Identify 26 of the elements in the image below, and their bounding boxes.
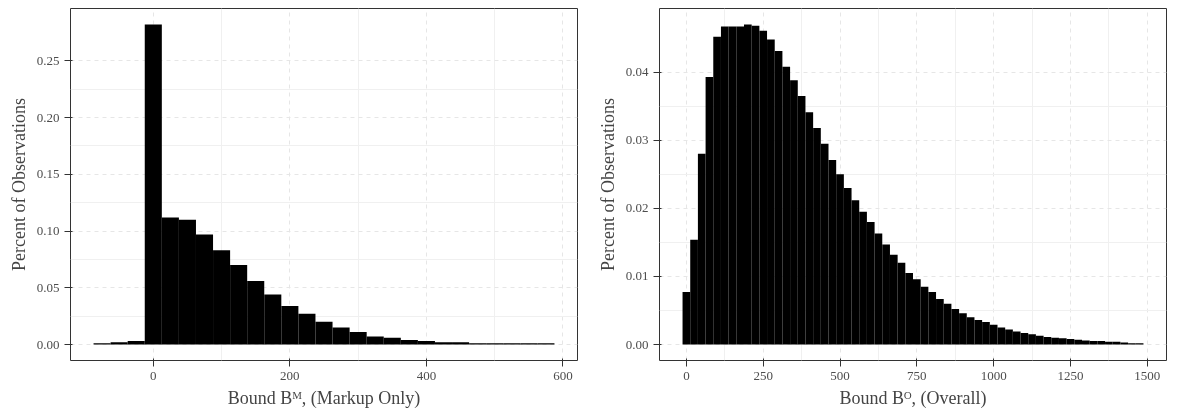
y-axis-title: Percent of Observations xyxy=(8,98,29,271)
x-tick-label: 750 xyxy=(907,367,927,383)
x-tick-label: 400 xyxy=(416,367,437,383)
x-tick-label: 1250 xyxy=(1057,367,1084,383)
y-tick-label: 0.10 xyxy=(36,223,60,239)
x-tick-label: 0 xyxy=(150,367,157,383)
x-tick-label: 1500 xyxy=(1134,367,1161,383)
y-tick-label: 0.00 xyxy=(625,336,649,352)
y-tick-label: 0.20 xyxy=(36,109,60,125)
x-tick-label: 1000 xyxy=(980,367,1007,383)
x-tick-label: 600 xyxy=(553,367,573,383)
y-tick-label: 0.04 xyxy=(625,64,649,80)
y-tick-label: 0.03 xyxy=(625,132,649,148)
y-tick-label: 0.25 xyxy=(36,52,60,68)
x-tick-label: 0 xyxy=(683,367,690,383)
y-tick-label: 0.15 xyxy=(36,166,60,182)
y-tick-label: 0.01 xyxy=(625,268,649,284)
x-tick-label: 200 xyxy=(280,367,300,383)
y-tick-label: 0.00 xyxy=(36,336,60,352)
y-axis-title: Percent of Observations xyxy=(597,98,618,271)
y-tick-label: 0.05 xyxy=(36,279,60,295)
x-axis-title: Bound Bᴼ, (Overall) xyxy=(839,387,987,409)
x-tick-label: 250 xyxy=(753,367,773,383)
x-tick-label: 500 xyxy=(830,367,850,383)
x-axis-title: Bound Bᴹ, (Markup Only) xyxy=(227,387,421,409)
y-tick-label: 0.02 xyxy=(625,200,649,216)
